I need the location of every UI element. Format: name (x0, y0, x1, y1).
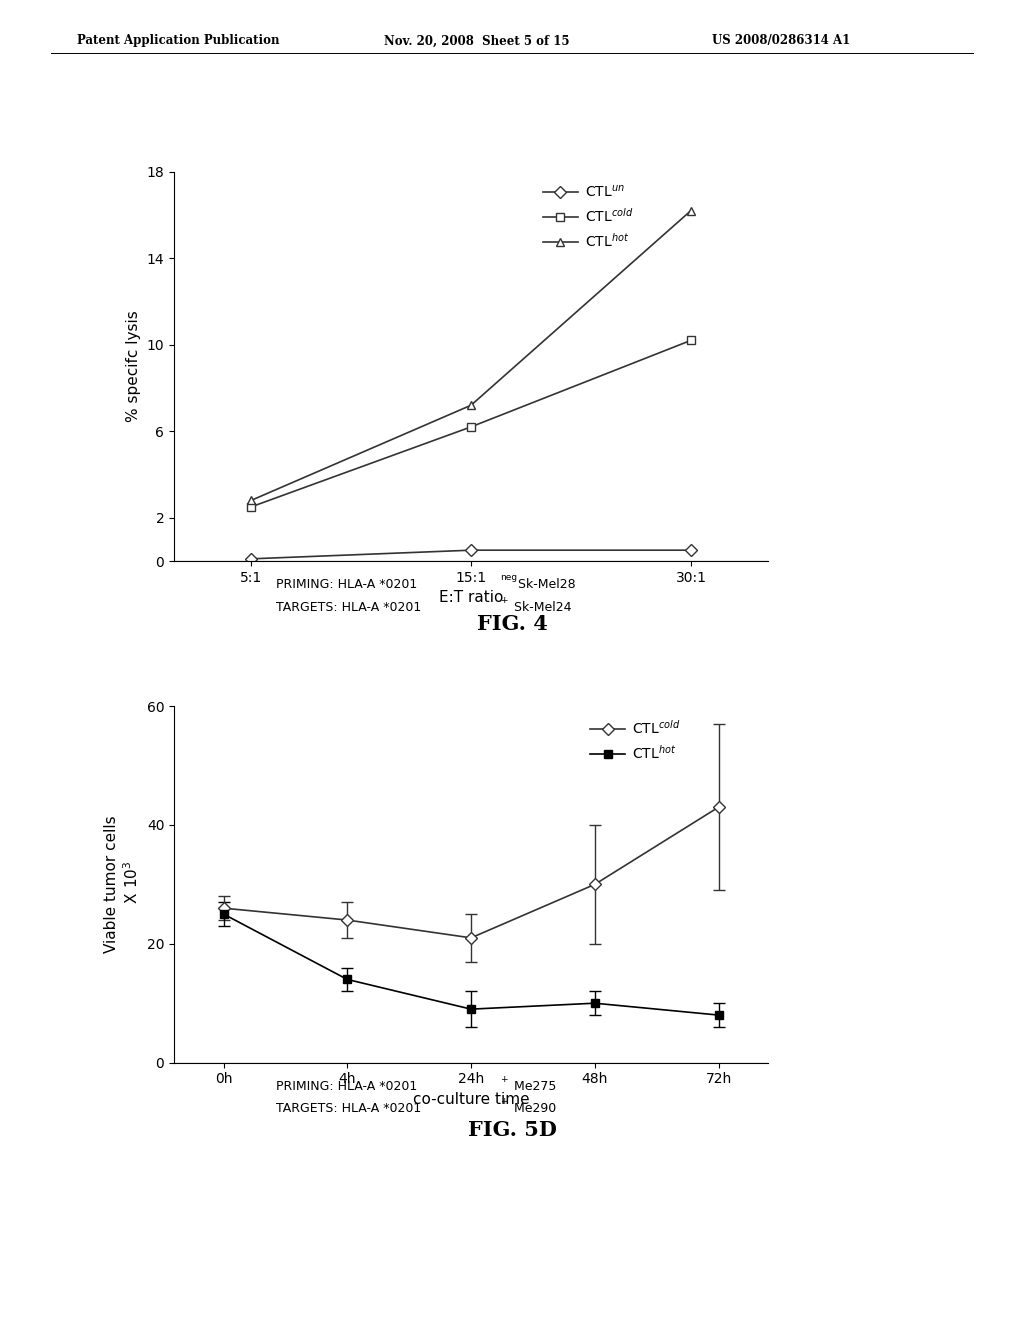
Legend: CTL$^{un}$, CTL$^{cold}$, CTL$^{hot}$: CTL$^{un}$, CTL$^{cold}$, CTL$^{hot}$ (538, 178, 638, 255)
Text: Me290: Me290 (510, 1102, 556, 1115)
X-axis label: co-culture time: co-culture time (413, 1092, 529, 1107)
Text: Patent Application Publication: Patent Application Publication (77, 34, 280, 48)
Legend: CTL$^{cold}$, CTL$^{hot}$: CTL$^{cold}$, CTL$^{hot}$ (585, 713, 686, 767)
Text: Me275: Me275 (510, 1080, 556, 1093)
Y-axis label: % specifc lysis: % specifc lysis (126, 310, 141, 422)
Text: +: + (500, 1097, 507, 1106)
X-axis label: E:T ratio: E:T ratio (439, 590, 503, 606)
Y-axis label: Viable tumor cells
 X 10$^{3}$: Viable tumor cells X 10$^{3}$ (104, 816, 141, 953)
Text: Sk-Mel28: Sk-Mel28 (514, 578, 575, 591)
Text: US 2008/0286314 A1: US 2008/0286314 A1 (712, 34, 850, 48)
Text: TARGETS: HLA-A *0201: TARGETS: HLA-A *0201 (276, 601, 422, 614)
Text: FIG. 4: FIG. 4 (476, 614, 548, 634)
Text: PRIMING: HLA-A *0201: PRIMING: HLA-A *0201 (276, 578, 418, 591)
Text: FIG. 5D: FIG. 5D (468, 1121, 556, 1140)
Text: TARGETS: HLA-A *0201: TARGETS: HLA-A *0201 (276, 1102, 422, 1115)
Text: Sk-Mel24: Sk-Mel24 (510, 601, 571, 614)
Text: PRIMING: HLA-A *0201: PRIMING: HLA-A *0201 (276, 1080, 418, 1093)
Text: neg: neg (500, 573, 517, 582)
Text: +: + (500, 595, 507, 605)
Text: Nov. 20, 2008  Sheet 5 of 15: Nov. 20, 2008 Sheet 5 of 15 (384, 34, 569, 48)
Text: +: + (500, 1074, 507, 1084)
